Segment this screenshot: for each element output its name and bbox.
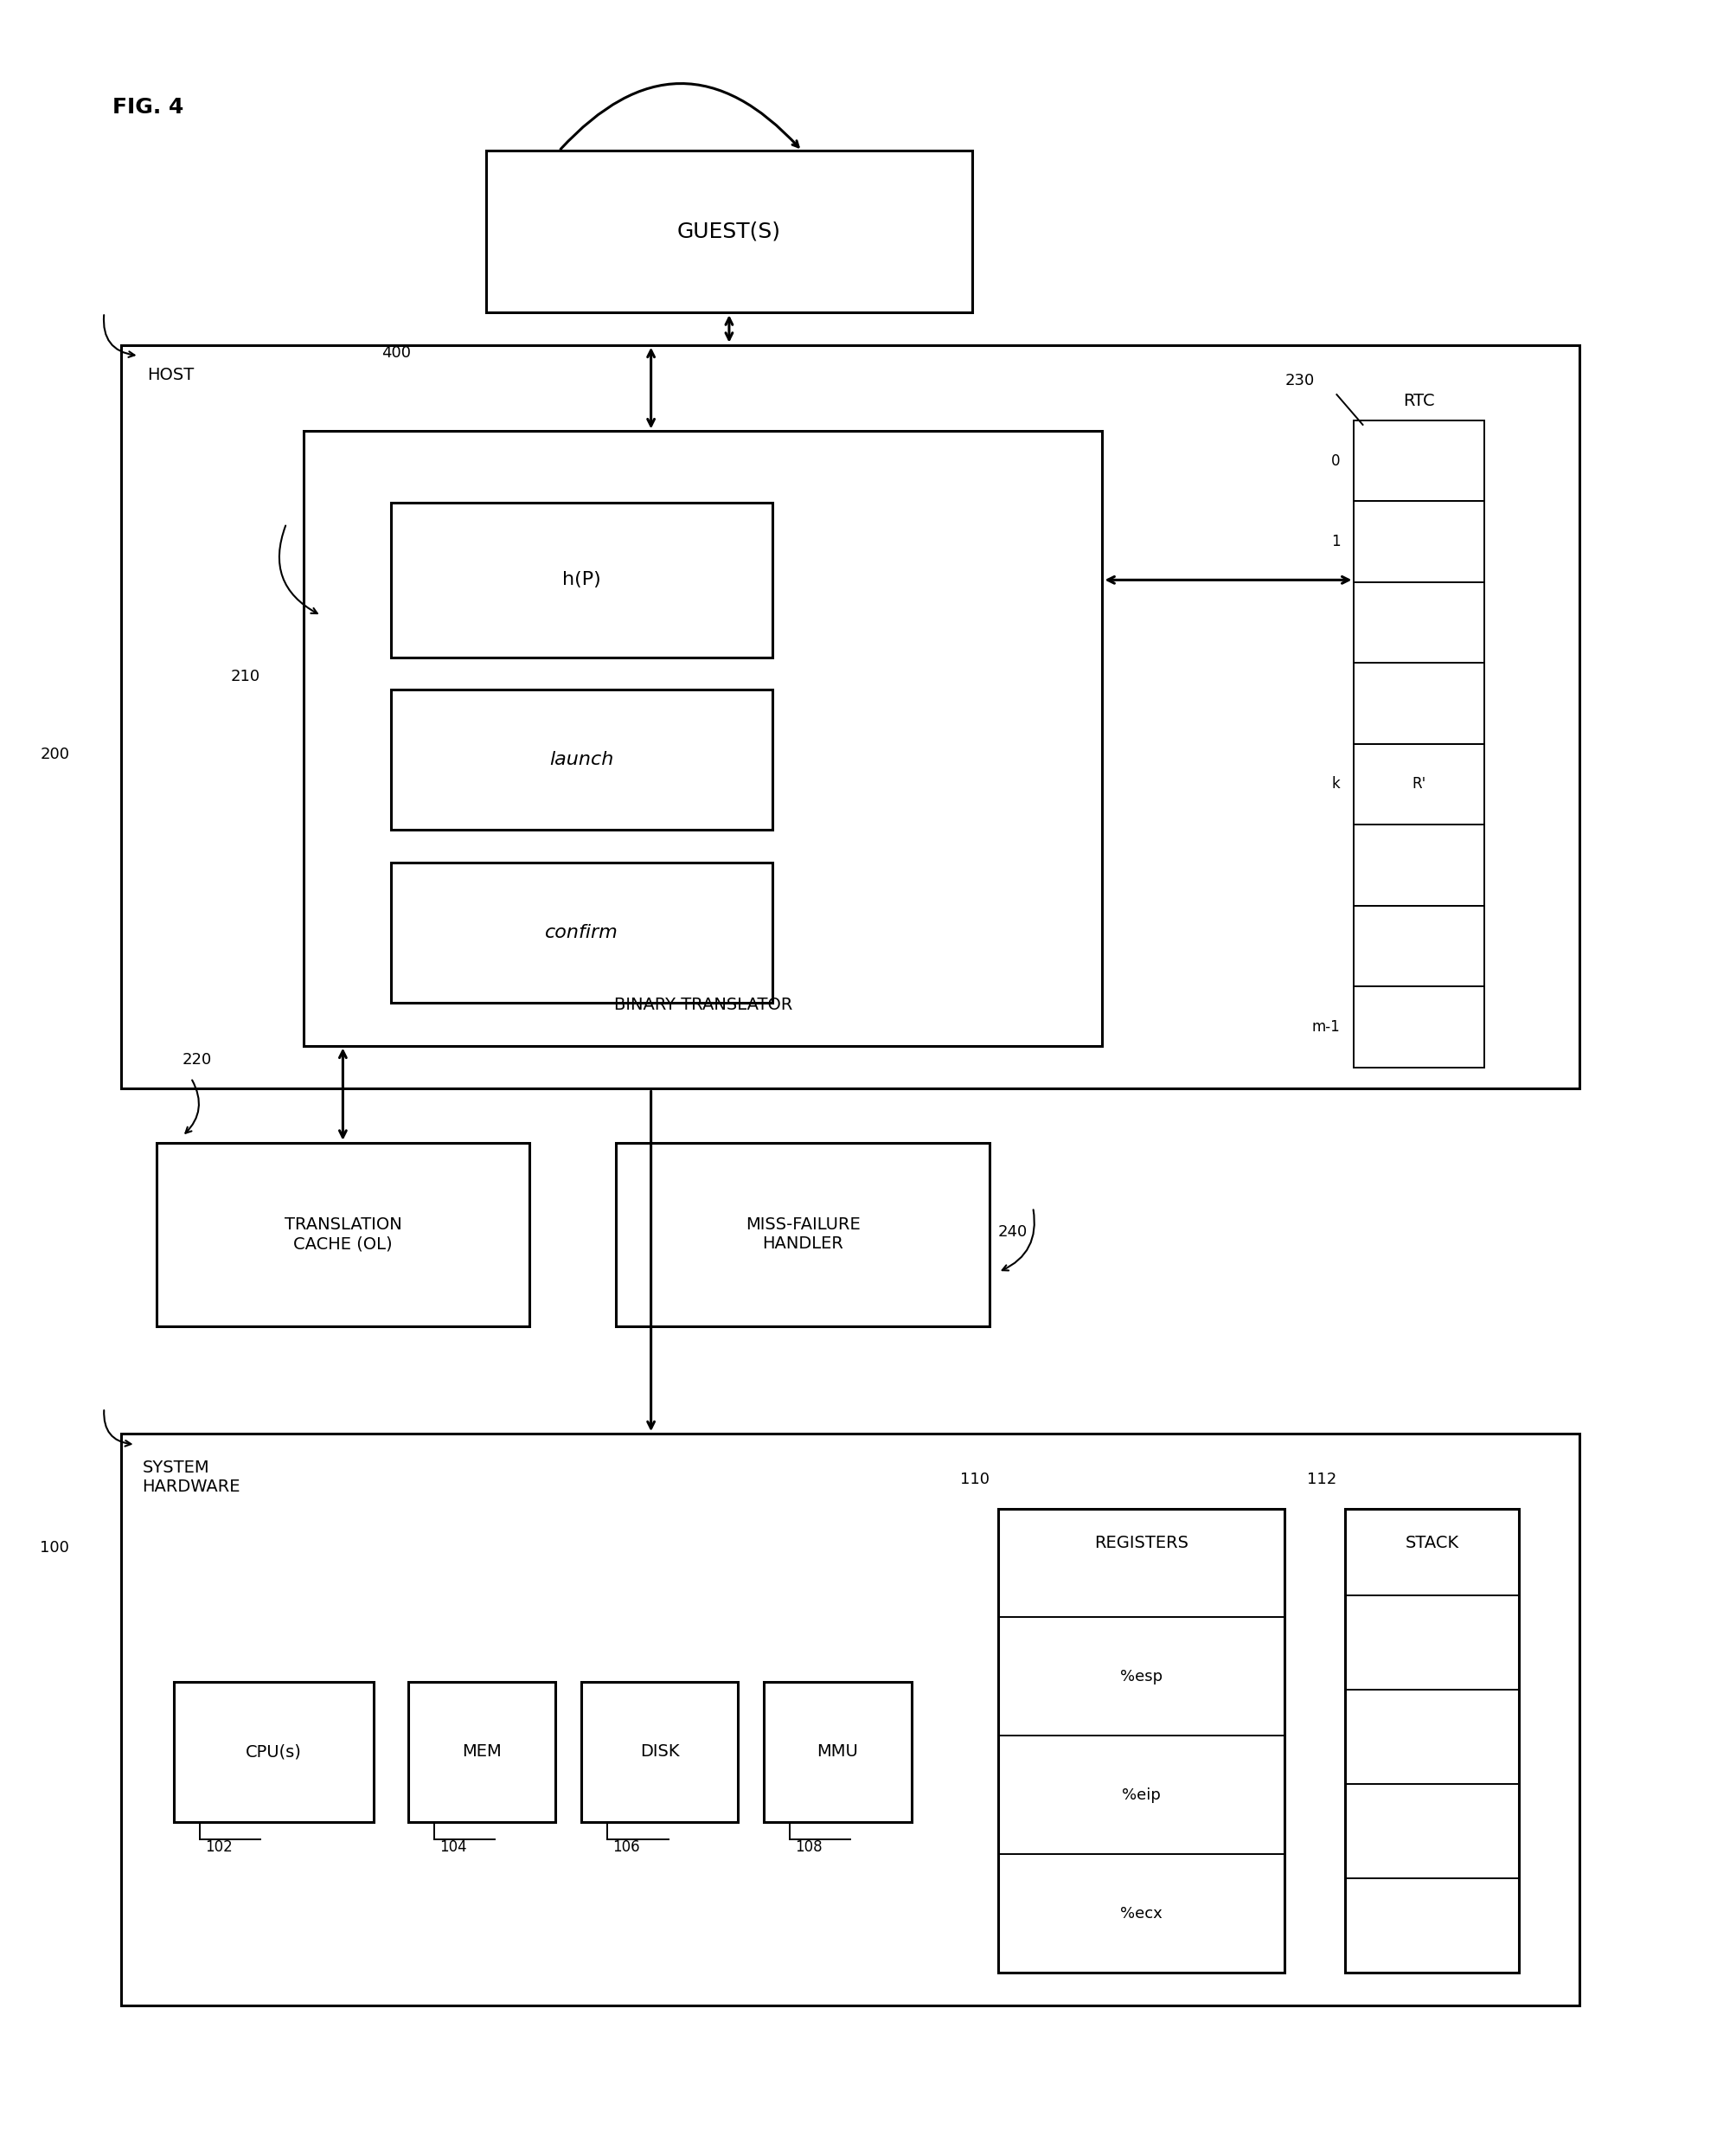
Bar (391, 502, 773, 658)
Bar (1354, 987, 1484, 1067)
Text: launch: launch (549, 750, 615, 770)
Bar (486, 151, 972, 313)
Text: 100: 100 (40, 1539, 69, 1557)
Text: 108: 108 (795, 1839, 823, 1854)
Text: MISS-FAILURE
HANDLER: MISS-FAILURE HANDLER (745, 1216, 861, 1253)
Text: %esp: %esp (1120, 1669, 1163, 1684)
Text: 210: 210 (231, 668, 260, 686)
Bar (122, 1434, 1580, 2005)
Text: 0: 0 (1332, 453, 1340, 468)
Text: 400: 400 (382, 345, 411, 360)
Bar (122, 345, 1580, 1089)
Text: %ecx: %ecx (1120, 1906, 1163, 1921)
Text: FIG. 4: FIG. 4 (113, 97, 184, 119)
Text: DISK: DISK (641, 1744, 679, 1759)
Text: SYSTEM
HARDWARE: SYSTEM HARDWARE (142, 1460, 241, 1494)
Bar (616, 1143, 990, 1326)
Bar (1354, 420, 1484, 500)
Bar (1354, 582, 1484, 664)
Text: BINARY TRANSLATOR: BINARY TRANSLATOR (615, 996, 792, 1013)
Text: STACK: STACK (1406, 1535, 1458, 1552)
Bar (391, 862, 773, 1003)
Bar (1345, 1509, 1519, 1973)
Text: 104: 104 (439, 1839, 467, 1854)
Text: k: k (1332, 776, 1340, 791)
Bar (391, 690, 773, 830)
Bar (1354, 502, 1484, 582)
Bar (156, 1143, 529, 1326)
Bar (764, 1682, 911, 1822)
Text: 1: 1 (1332, 535, 1340, 550)
Text: %eip: %eip (1121, 1787, 1161, 1802)
Text: 200: 200 (40, 746, 69, 761)
Bar (304, 431, 1102, 1046)
Text: 240: 240 (998, 1225, 1028, 1240)
Text: 102: 102 (205, 1839, 233, 1854)
Bar (1354, 906, 1484, 987)
Text: m-1: m-1 (1312, 1020, 1340, 1035)
Bar (582, 1682, 738, 1822)
Bar (1354, 826, 1484, 906)
Text: 230: 230 (1285, 373, 1314, 388)
Text: GUEST(S): GUEST(S) (677, 222, 781, 241)
Text: REGISTERS: REGISTERS (1094, 1535, 1189, 1552)
Bar (174, 1682, 373, 1822)
Bar (1354, 744, 1484, 826)
Bar (1354, 664, 1484, 744)
Text: MEM: MEM (462, 1744, 502, 1759)
Text: 106: 106 (613, 1839, 641, 1854)
Text: RTC: RTC (1403, 392, 1436, 410)
Text: CPU(s): CPU(s) (245, 1744, 302, 1759)
Bar (998, 1509, 1285, 1973)
Bar (408, 1682, 556, 1822)
Text: HOST: HOST (148, 367, 194, 384)
Text: TRANSLATION
CACHE (OL): TRANSLATION CACHE (OL) (285, 1216, 401, 1253)
Text: 110: 110 (960, 1473, 990, 1488)
Text: 112: 112 (1307, 1473, 1337, 1488)
Text: 220: 220 (182, 1052, 212, 1067)
Text: MMU: MMU (818, 1744, 858, 1759)
Text: h(P): h(P) (562, 571, 601, 589)
Text: confirm: confirm (545, 923, 618, 942)
Text: R': R' (1411, 776, 1427, 791)
